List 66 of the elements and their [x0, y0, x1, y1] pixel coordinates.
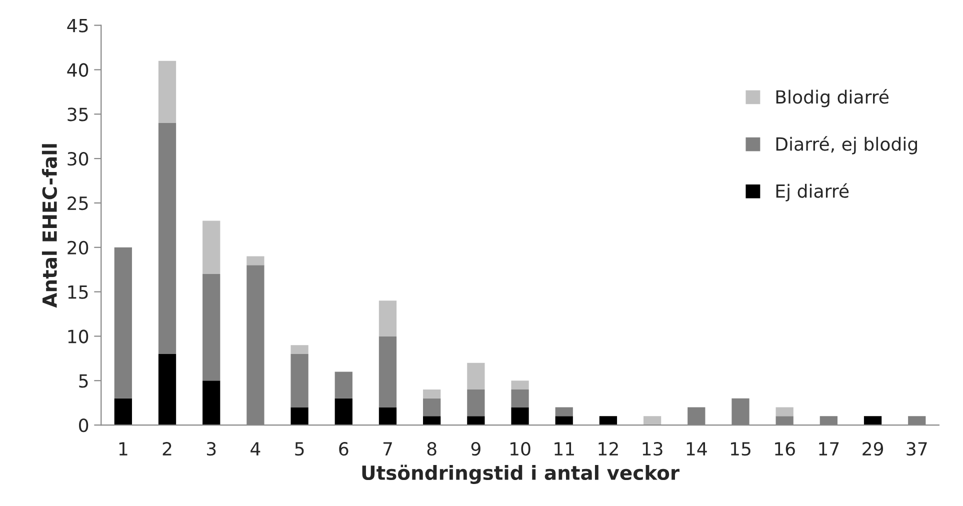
- y-axis-title: Antal EHEC-fall: [42, 144, 58, 308]
- x-tick-label: 14: [686, 442, 707, 456]
- bar: [246, 256, 264, 266]
- x-tick-label: 7: [383, 442, 392, 456]
- bar: [378, 336, 397, 408]
- x-tick-label: 8: [427, 442, 436, 456]
- bar: [511, 390, 529, 408]
- x-tick-label: 11: [554, 442, 574, 456]
- bar: [599, 416, 618, 426]
- y-tick-label: 15: [68, 285, 88, 299]
- bar: [511, 407, 529, 426]
- bar: [467, 390, 485, 416]
- bar: [511, 380, 529, 390]
- bar: [334, 398, 352, 426]
- bar: [290, 354, 308, 408]
- x-tick-label: 6: [339, 442, 348, 456]
- bar: [158, 354, 176, 426]
- bar: [334, 372, 352, 398]
- bar: [555, 407, 573, 416]
- bar: [423, 416, 441, 426]
- x-tick-label: 15: [730, 442, 750, 456]
- bar: [378, 300, 397, 336]
- bar: [643, 416, 662, 426]
- y-tick-label: 40: [67, 63, 88, 77]
- bar: [467, 416, 485, 426]
- x-tick-label: 3: [206, 442, 216, 456]
- x-tick-label: 4: [250, 442, 260, 456]
- x-tick-label: 16: [775, 442, 795, 456]
- y-tick-label: 5: [79, 374, 88, 388]
- bar: [202, 220, 220, 274]
- y-tick-label: 25: [68, 196, 88, 210]
- bar: [114, 247, 132, 398]
- bar: [114, 398, 132, 426]
- y-tick-label: 0: [79, 418, 88, 432]
- x-tick-label: 5: [295, 442, 304, 456]
- bar: [864, 416, 882, 426]
- bar: [290, 345, 308, 354]
- x-tick-label: 13: [642, 442, 662, 456]
- bar: [776, 407, 794, 416]
- x-tick-label: 12: [598, 442, 618, 456]
- legend-label: Blodig diarré: [776, 89, 889, 108]
- y-tick-label: 20: [68, 240, 88, 254]
- x-tick-label: 10: [510, 442, 530, 456]
- x-tick-label: 1: [119, 442, 128, 456]
- y-tick-label: 30: [68, 152, 88, 166]
- bar: [290, 407, 308, 426]
- x-axis-title: Utsöndringstid i antal veckor: [362, 464, 680, 484]
- x-tick-label: 2: [162, 442, 172, 456]
- x-tick-label: 9: [471, 442, 480, 456]
- bar: [378, 407, 397, 426]
- x-tick-label: 29: [862, 442, 883, 456]
- bar: [202, 274, 220, 381]
- x-tick-label: 37: [906, 442, 927, 456]
- y-tick-label: 45: [67, 18, 88, 32]
- x-tick-label: 17: [819, 442, 839, 456]
- bar: [423, 398, 441, 416]
- y-tick-label: 35: [68, 108, 88, 122]
- bar: [158, 60, 176, 124]
- bar: [158, 123, 176, 354]
- bar: [202, 380, 220, 426]
- bar: [467, 362, 485, 390]
- y-tick-label: 10: [68, 330, 88, 344]
- bar: [423, 390, 441, 398]
- legend-label: Ej diarré: [776, 183, 849, 202]
- bar: [555, 416, 573, 426]
- legend-label: Diarré, ej blodig: [776, 136, 917, 154]
